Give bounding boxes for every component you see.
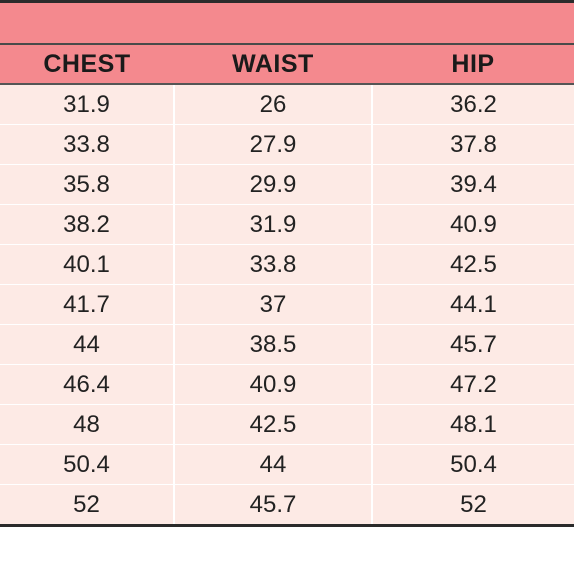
table-row: 41.7 37 44.1: [0, 284, 574, 325]
table-header-row: CHEST WAIST HIP: [0, 44, 574, 85]
waist-cell: 38.5: [173, 324, 372, 365]
table-title: [0, 0, 574, 45]
table-body: 31.9 26 36.2 33.8 27.9 37.8 35.8 29.9 39…: [0, 84, 574, 527]
table-row: 48 42.5 48.1: [0, 404, 574, 445]
waist-cell: 42.5: [173, 404, 372, 445]
waist-cell: 37: [173, 284, 372, 325]
hip-cell: 37.8: [371, 124, 574, 165]
hip-cell: 48.1: [371, 404, 574, 445]
waist-cell: 45.7: [173, 484, 372, 527]
hip-cell: 44.1: [371, 284, 574, 325]
header-hip: HIP: [372, 44, 574, 85]
hip-cell: 45.7: [371, 324, 574, 365]
waist-cell: 27.9: [173, 124, 372, 165]
table-row: 52 45.7 52: [0, 484, 574, 527]
table-row: 31.9 26 36.2: [0, 84, 574, 125]
waist-cell: 31.9: [173, 204, 372, 245]
table-row: 44 38.5 45.7: [0, 324, 574, 365]
hip-cell: 40.9: [371, 204, 574, 245]
table-row: 35.8 29.9 39.4: [0, 164, 574, 205]
waist-cell: 40.9: [173, 364, 372, 405]
waist-cell: 26: [173, 84, 372, 125]
hip-cell: 36.2: [371, 84, 574, 125]
waist-cell: 44: [173, 444, 372, 485]
chest-cell: 33.8: [0, 124, 174, 165]
waist-cell: 29.9: [173, 164, 372, 205]
hip-cell: 52: [371, 484, 574, 527]
hip-cell: 39.4: [371, 164, 574, 205]
waist-cell: 33.8: [173, 244, 372, 285]
chest-cell: 35.8: [0, 164, 174, 205]
table-row: 38.2 31.9 40.9: [0, 204, 574, 245]
hip-cell: 47.2: [371, 364, 574, 405]
chest-cell: 38.2: [0, 204, 174, 245]
chest-cell: 31.9: [0, 84, 174, 125]
chest-cell: 41.7: [0, 284, 174, 325]
chest-cell: 48: [0, 404, 174, 445]
chest-cell: 46.4: [0, 364, 174, 405]
header-waist: WAIST: [174, 44, 372, 85]
hip-cell: 42.5: [371, 244, 574, 285]
table-row: 40.1 33.8 42.5: [0, 244, 574, 285]
header-chest: CHEST: [0, 44, 174, 85]
chest-cell: 52: [0, 484, 174, 527]
table-title-row: [0, 0, 574, 45]
table-row: 33.8 27.9 37.8: [0, 124, 574, 165]
table-row: 46.4 40.9 47.2: [0, 364, 574, 405]
chest-cell: 40.1: [0, 244, 174, 285]
size-chart-table: CHEST WAIST HIP 31.9 26 36.2 33.8 27.9 3…: [0, 0, 574, 527]
chest-cell: 44: [0, 324, 174, 365]
chest-cell: 50.4: [0, 444, 174, 485]
table-row: 50.4 44 50.4: [0, 444, 574, 485]
hip-cell: 50.4: [371, 444, 574, 485]
